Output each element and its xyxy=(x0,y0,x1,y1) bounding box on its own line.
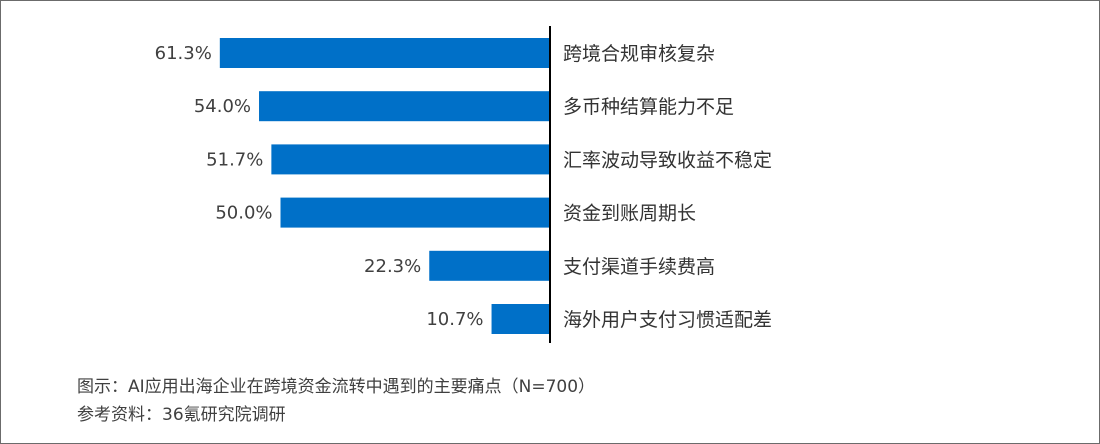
value-label: 50.0% xyxy=(215,203,272,224)
bar-chart: 61.3% 跨境合规审核复杂 54.0% 多币种结算能力不足 51.7% 汇率波动导致收益… xyxy=(155,26,772,343)
value-label: 10.7% xyxy=(426,309,483,330)
category-label: 支付渠道手续费高 xyxy=(563,256,715,278)
bar xyxy=(491,304,549,334)
value-label: 54.0% xyxy=(194,96,251,117)
bar xyxy=(271,144,549,175)
bar xyxy=(280,197,549,228)
category-label: 汇率波动导致收益不稳定 xyxy=(563,149,772,171)
value-label: 51.7% xyxy=(206,149,263,170)
value-label: 22.3% xyxy=(364,256,421,277)
bar xyxy=(429,250,549,281)
category-label: 跨境合规审核复杂 xyxy=(563,43,715,65)
category-label: 资金到账周期长 xyxy=(563,203,696,225)
source-caption: 参考资料：36氪研究院调研 xyxy=(77,405,286,425)
category-label: 海外用户支付习惯适配差 xyxy=(563,309,772,331)
category-label: 多币种结算能力不足 xyxy=(563,96,734,118)
figure-caption: 图示：AI应用出海企业在跨境资金流转中遇到的主要痛点（N=700） xyxy=(77,377,596,397)
bar xyxy=(219,38,549,68)
bar xyxy=(259,91,549,122)
value-label: 61.3% xyxy=(155,43,212,64)
